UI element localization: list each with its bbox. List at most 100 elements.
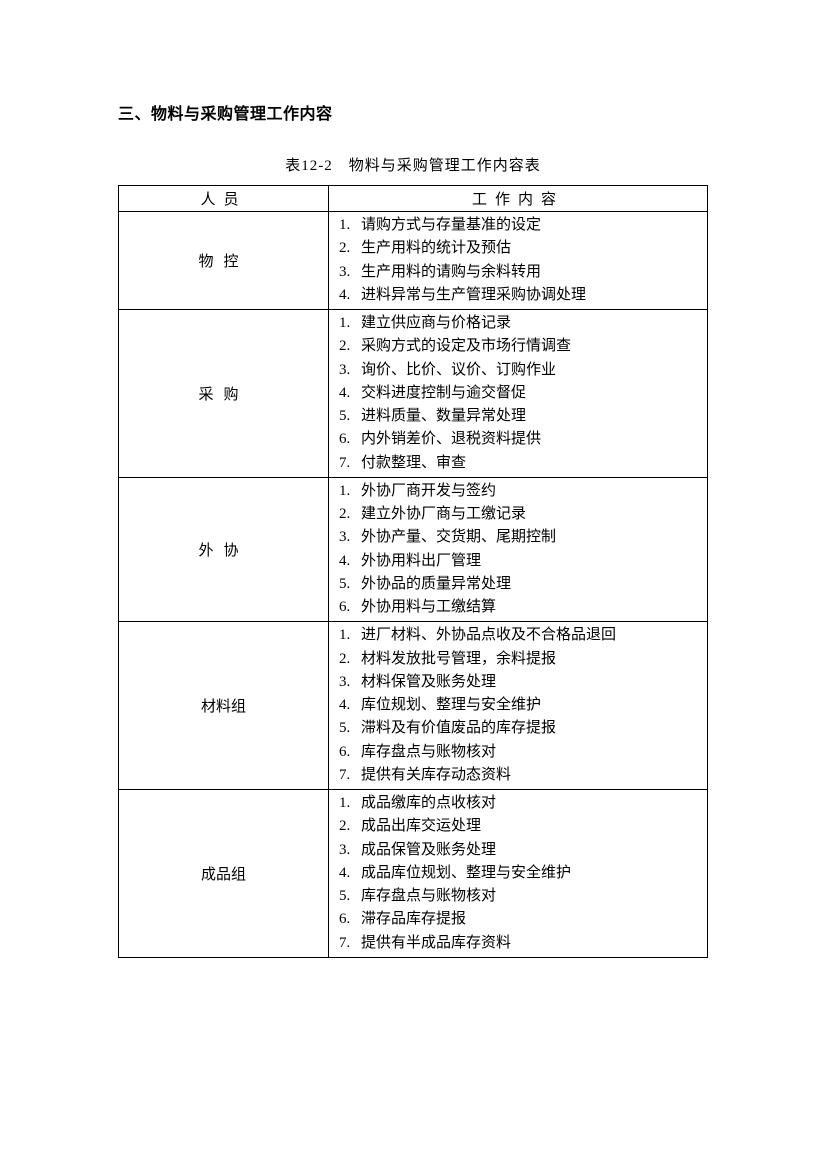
item-text: 库存盘点与账物核对 (361, 888, 496, 904)
work-item: 6.库存盘点与账物核对 (339, 741, 697, 764)
item-number: 5. (339, 573, 361, 596)
item-number: 6. (339, 908, 361, 931)
work-item: 5.进料质量、数量异常处理 (339, 405, 697, 428)
work-item: 2.建立外协厂商与工缴记录 (339, 503, 697, 526)
item-number: 4. (339, 550, 361, 573)
item-number: 4. (339, 862, 361, 885)
item-text: 生产用料的请购与余料转用 (361, 264, 541, 280)
item-number: 7. (339, 764, 361, 787)
role-cell: 外协 (119, 477, 329, 622)
item-number: 3. (339, 261, 361, 284)
item-text: 外协品的质量异常处理 (361, 576, 511, 592)
work-item: 4.进料异常与生产管理采购协调处理 (339, 284, 697, 307)
item-text: 外协用料与工缴结算 (361, 599, 496, 615)
item-number: 2. (339, 237, 361, 260)
table-row: 成品组1.成品缴库的点收核对2.成品出库交运处理3.成品保管及账务处理4.成品库… (119, 790, 708, 958)
work-item: 1.成品缴库的点收核对 (339, 792, 697, 815)
work-item: 6.内外销差价、退税资料提供 (339, 428, 697, 451)
item-text: 库存盘点与账物核对 (361, 744, 496, 760)
work-item: 6.滞存品库存提报 (339, 908, 697, 931)
item-number: 2. (339, 335, 361, 358)
item-text: 建立供应商与价格记录 (361, 315, 511, 331)
content-cell: 1.进厂材料、外协品点收及不合格品退回2.材料发放批号管理，余料提报3.材料保管… (329, 622, 708, 790)
work-item: 1.请购方式与存量基准的设定 (339, 214, 697, 237)
item-text: 询价、比价、议价、订购作业 (361, 362, 556, 378)
item-text: 外协厂商开发与签约 (361, 483, 496, 499)
item-text: 提供有半成品库存资料 (361, 935, 511, 951)
work-item: 4.交料进度控制与逾交督促 (339, 382, 697, 405)
item-number: 1. (339, 312, 361, 335)
item-number: 5. (339, 885, 361, 908)
work-item: 3.材料保管及账务处理 (339, 671, 697, 694)
work-item: 3.成品保管及账务处理 (339, 839, 697, 862)
role-cell: 物控 (119, 212, 329, 310)
item-number: 7. (339, 452, 361, 475)
item-number: 7. (339, 932, 361, 955)
work-item: 6.外协用料与工缴结算 (339, 596, 697, 619)
work-content-table: 人员 工作内容 物控1.请购方式与存量基准的设定2.生产用料的统计及预估3.生产… (118, 185, 708, 958)
work-item: 1.建立供应商与价格记录 (339, 312, 697, 335)
work-item: 3.外协产量、交货期、尾期控制 (339, 526, 697, 549)
work-item: 5.滞料及有价值废品的库存提报 (339, 717, 697, 740)
item-text: 内外销差价、退税资料提供 (361, 431, 541, 447)
item-text: 建立外协厂商与工缴记录 (361, 506, 526, 522)
item-text: 进料质量、数量异常处理 (361, 408, 526, 424)
item-number: 2. (339, 815, 361, 838)
item-number: 4. (339, 382, 361, 405)
item-text: 成品缴库的点收核对 (361, 795, 496, 811)
item-number: 6. (339, 428, 361, 451)
content-cell: 1.建立供应商与价格记录2.采购方式的设定及市场行情调查3.询价、比价、议价、订… (329, 310, 708, 478)
work-item: 7.提供有关库存动态资料 (339, 764, 697, 787)
item-number: 6. (339, 596, 361, 619)
header-role: 人员 (119, 186, 329, 212)
item-text: 成品保管及账务处理 (361, 842, 496, 858)
item-number: 3. (339, 839, 361, 862)
content-cell: 1.外协厂商开发与签约2.建立外协厂商与工缴记录3.外协产量、交货期、尾期控制4… (329, 477, 708, 622)
item-text: 材料发放批号管理，余料提报 (361, 651, 556, 667)
item-number: 5. (339, 405, 361, 428)
item-text: 库位规划、整理与安全维护 (361, 697, 541, 713)
item-text: 外协用料出厂管理 (361, 553, 481, 569)
item-text: 材料保管及账务处理 (361, 674, 496, 690)
item-number: 3. (339, 671, 361, 694)
item-number: 4. (339, 284, 361, 307)
item-text: 交料进度控制与逾交督促 (361, 385, 526, 401)
work-item: 4.外协用料出厂管理 (339, 550, 697, 573)
item-text: 采购方式的设定及市场行情调查 (361, 338, 571, 354)
table-header-row: 人员 工作内容 (119, 186, 708, 212)
item-text: 成品出库交运处理 (361, 818, 481, 834)
work-item: 5.库存盘点与账物核对 (339, 885, 697, 908)
item-text: 进料异常与生产管理采购协调处理 (361, 287, 586, 303)
content-cell: 1.请购方式与存量基准的设定2.生产用料的统计及预估3.生产用料的请购与余料转用… (329, 212, 708, 310)
work-item: 2.成品出库交运处理 (339, 815, 697, 838)
work-item: 1.进厂材料、外协品点收及不合格品退回 (339, 624, 697, 647)
work-item: 2.生产用料的统计及预估 (339, 237, 697, 260)
item-number: 6. (339, 741, 361, 764)
section-heading: 三、物料与采购管理工作内容 (118, 100, 708, 124)
item-number: 4. (339, 694, 361, 717)
work-item: 3.询价、比价、议价、订购作业 (339, 359, 697, 382)
item-text: 提供有关库存动态资料 (361, 767, 511, 783)
work-item: 2.材料发放批号管理，余料提报 (339, 648, 697, 671)
table-row: 材料组1.进厂材料、外协品点收及不合格品退回2.材料发放批号管理，余料提报3.材… (119, 622, 708, 790)
work-item: 4.库位规划、整理与安全维护 (339, 694, 697, 717)
header-content: 工作内容 (329, 186, 708, 212)
item-number: 1. (339, 792, 361, 815)
work-item: 5.外协品的质量异常处理 (339, 573, 697, 596)
work-item: 2.采购方式的设定及市场行情调查 (339, 335, 697, 358)
table-caption: 表12-2 物料与采购管理工作内容表 (118, 154, 708, 175)
item-number: 2. (339, 648, 361, 671)
work-item: 1.外协厂商开发与签约 (339, 480, 697, 503)
table-row: 采购1.建立供应商与价格记录2.采购方式的设定及市场行情调查3.询价、比价、议价… (119, 310, 708, 478)
role-cell: 采购 (119, 310, 329, 478)
item-text: 成品库位规划、整理与安全维护 (361, 865, 571, 881)
item-text: 请购方式与存量基准的设定 (361, 217, 541, 233)
item-text: 滞存品库存提报 (361, 911, 466, 927)
item-number: 2. (339, 503, 361, 526)
content-cell: 1.成品缴库的点收核对2.成品出库交运处理3.成品保管及账务处理4.成品库位规划… (329, 790, 708, 958)
role-cell: 成品组 (119, 790, 329, 958)
item-text: 付款整理、审查 (361, 455, 466, 471)
work-item: 3.生产用料的请购与余料转用 (339, 261, 697, 284)
role-cell: 材料组 (119, 622, 329, 790)
item-text: 滞料及有价值废品的库存提报 (361, 720, 556, 736)
